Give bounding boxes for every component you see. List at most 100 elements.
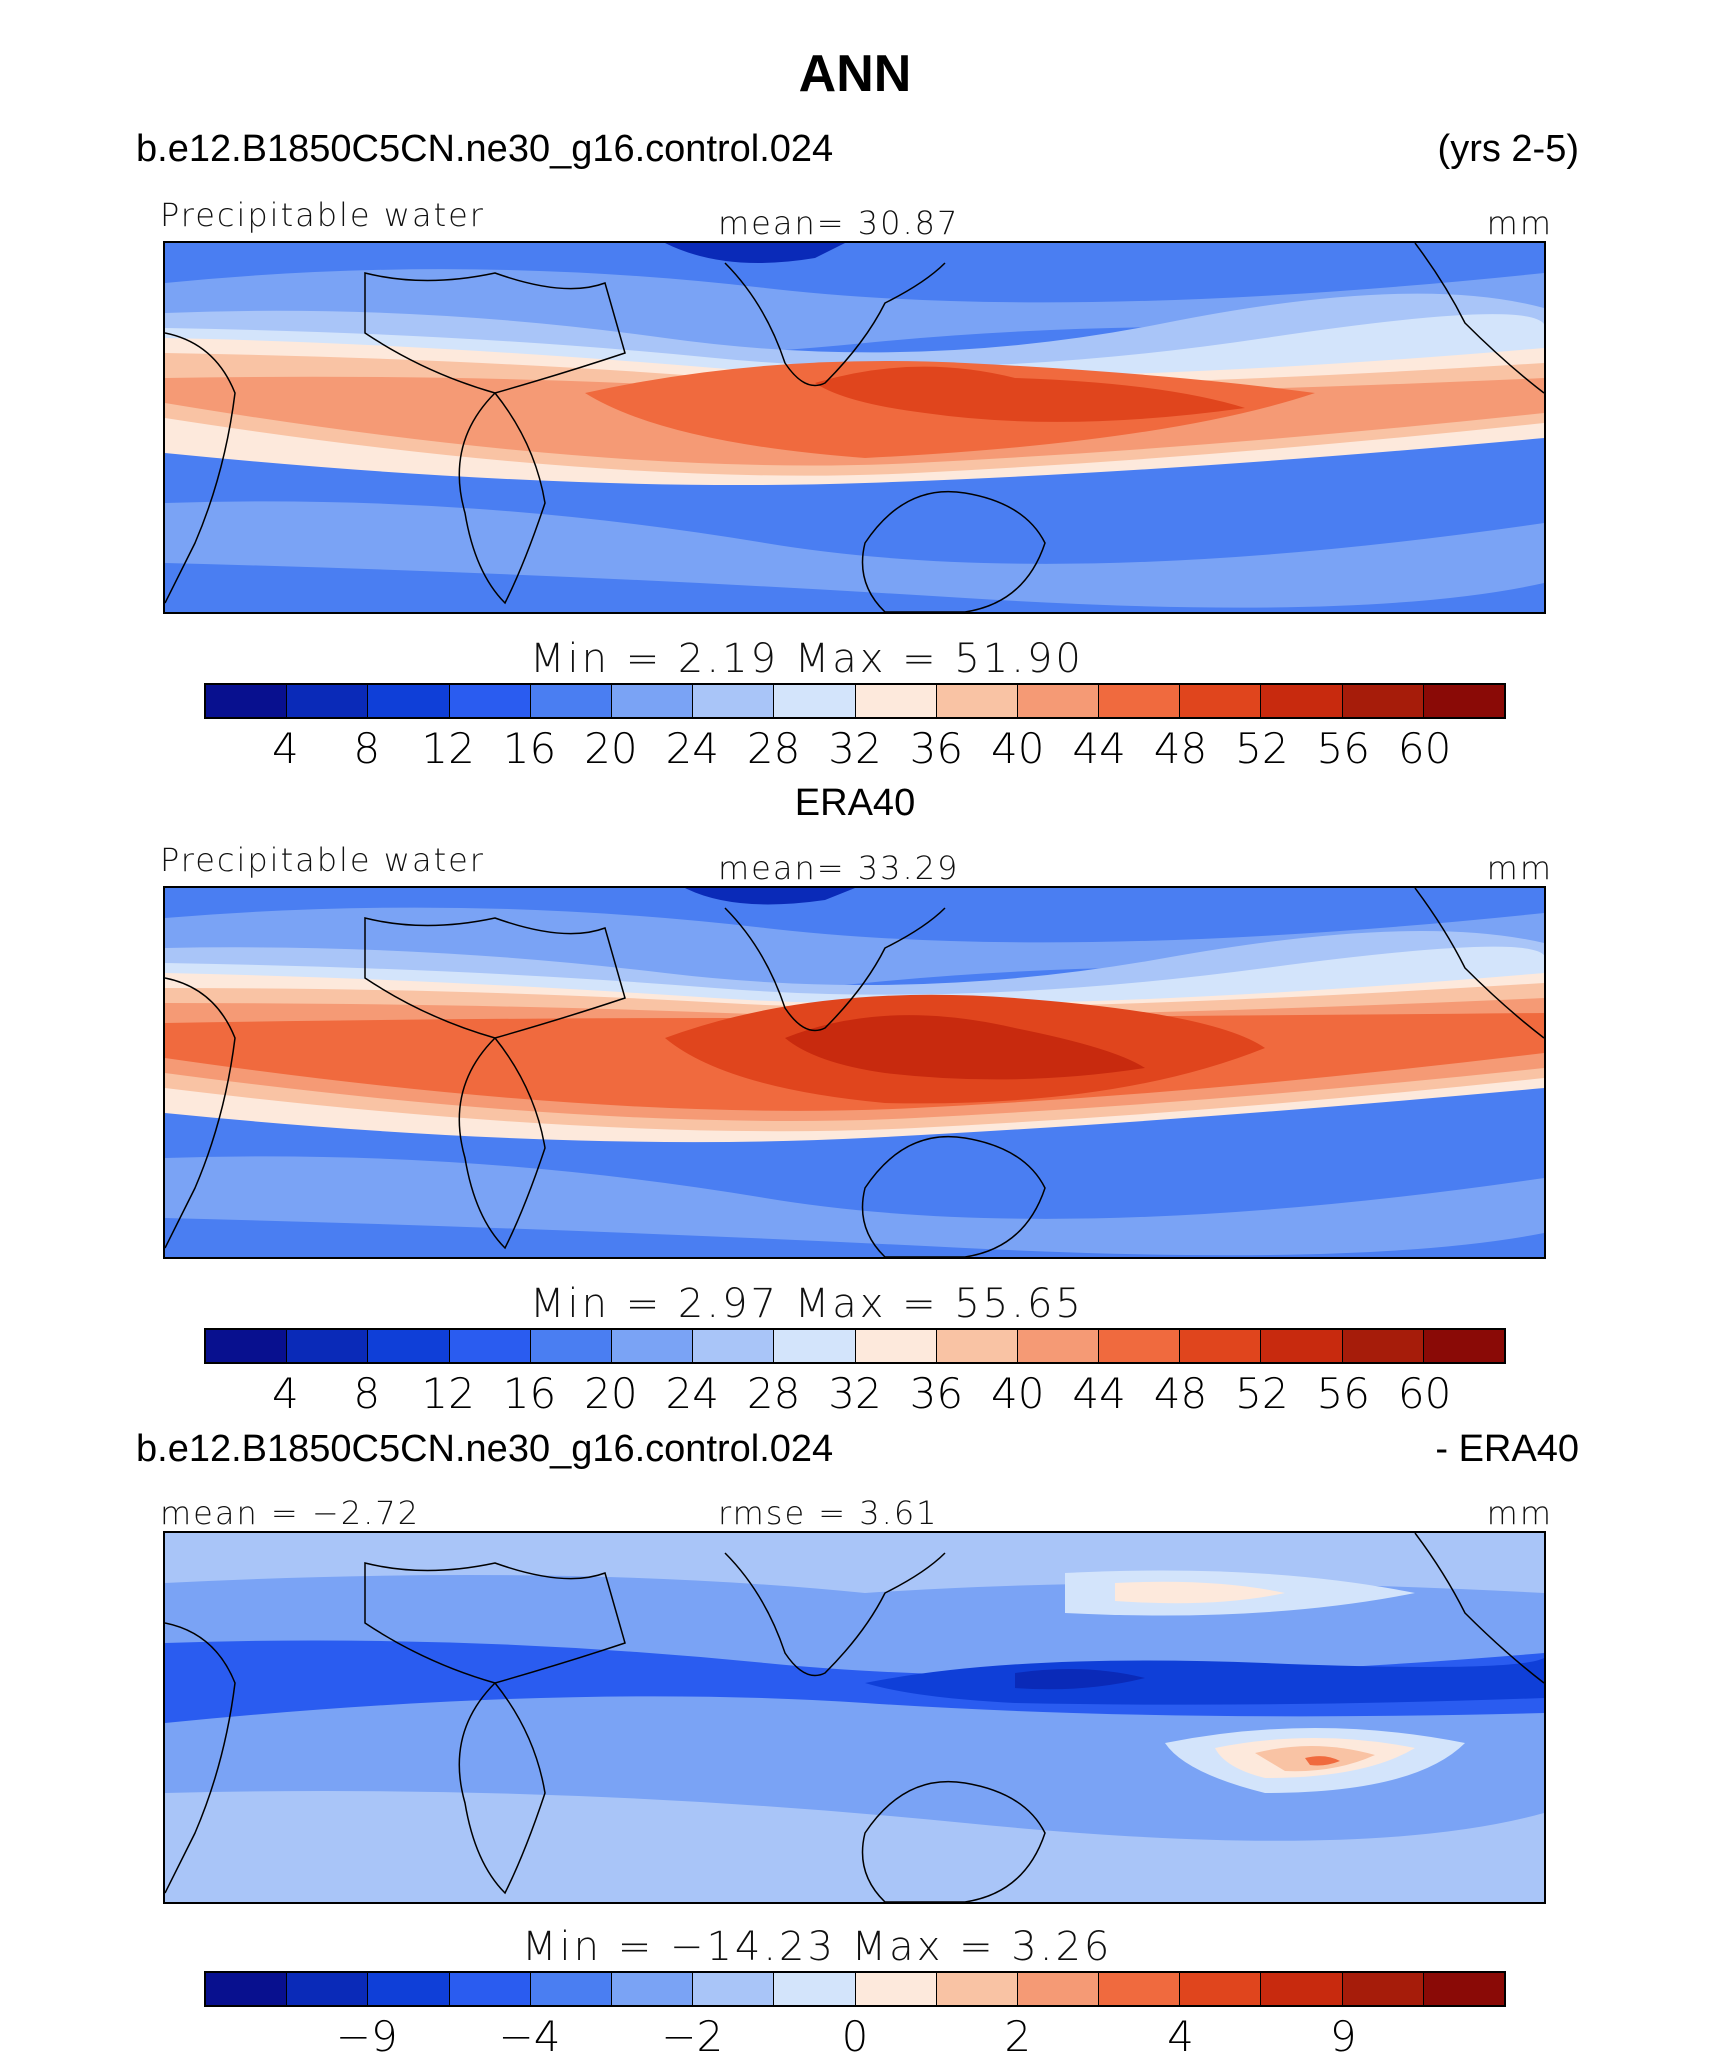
coastline-south-america (165, 1622, 236, 1894)
coastline-asia (724, 907, 946, 1032)
colorbar-tick-label: 4 (272, 1369, 299, 1418)
coastline-asia (724, 1552, 946, 1677)
colorbar-tick-label: 8 (353, 1369, 381, 1418)
colorbar-swatch (1342, 685, 1424, 717)
panel3-colorbar (204, 1971, 1506, 2007)
colorbar-tick-label: 8 (353, 724, 381, 773)
coastline-americas (1414, 888, 1544, 1039)
colorbar-swatch (1180, 1330, 1262, 1362)
colorbar-swatch (611, 1973, 694, 2005)
panel1-colorbar (204, 683, 1506, 719)
panel2-variable-label: Precipitable water (160, 841, 485, 879)
colorbar-swatch (1342, 1973, 1424, 2005)
panel1-variable-label: Precipitable water (160, 196, 485, 234)
panel2-units-label: mm (1486, 849, 1553, 887)
colorbar-tick-label: 28 (746, 1369, 801, 1418)
panel1-map (163, 241, 1546, 614)
colorbar-tick-label: 20 (584, 724, 638, 773)
panel2-colorbar-ticks: 4 8 12 16 20 24 28 32 36 40 44 48 52 56 60 (0, 1369, 1710, 1419)
fill-band (1115, 1581, 1285, 1604)
panel3-rmse-label: rmse = 3.61 (718, 1494, 939, 1532)
panel2-map (163, 886, 1546, 1259)
colorbar-tick-label: 0 (841, 2012, 869, 2061)
colorbar-swatch (774, 685, 856, 717)
fill-band (165, 1218, 1544, 1257)
colorbar-swatch (1180, 685, 1262, 717)
colorbar-tick-label: 52 (1235, 1369, 1289, 1418)
colorbar-tick-label: 20 (584, 1369, 638, 1418)
colorbar-tick-label: −4 (498, 2012, 561, 2061)
colorbar-tick-label: 32 (828, 1369, 882, 1418)
fill-band (665, 243, 845, 263)
colorbar-tick-label: 60 (1397, 724, 1452, 773)
panel2-minmax-label: Min = 2.97 Max = 55.65 (530, 1281, 1084, 1327)
colorbar-swatch (368, 685, 450, 717)
colorbar-swatch (1099, 1330, 1181, 1362)
colorbar-tick-label: 24 (665, 1369, 719, 1418)
colorbar-tick-label: 36 (909, 1369, 964, 1418)
coastline-australia (861, 490, 1046, 612)
colorbar-swatch (1099, 1973, 1181, 2005)
colorbar-tick-label: 32 (828, 724, 882, 773)
colorbar-swatch (1423, 1330, 1504, 1362)
colorbar-swatch (774, 1330, 856, 1362)
panel3-colorbar-ticks: −9 −4 −2 0 2 4 9 (0, 2012, 1710, 2062)
coastline-south-america (165, 332, 236, 604)
colorbar-swatch (855, 1973, 937, 2005)
colorbar-swatch (1261, 685, 1343, 717)
colorbar-swatch (855, 685, 937, 717)
panel1-map-svg (165, 243, 1544, 612)
colorbar-swatch (449, 1973, 531, 2005)
colorbar-tick-label: 52 (1235, 724, 1289, 773)
colorbar-tick-label: 16 (502, 724, 557, 773)
colorbar-swatch (1017, 1973, 1100, 2005)
colorbar-swatch (449, 685, 531, 717)
colorbar-swatch (530, 1973, 612, 2005)
years-label: (yrs 2-5) (1437, 128, 1579, 170)
colorbar-swatch (1017, 1330, 1100, 1362)
colorbar-swatch (1261, 1973, 1343, 2005)
colorbar-tick-label: 48 (1153, 724, 1208, 773)
coastline-africa-south (458, 1037, 546, 1250)
colorbar-swatch (611, 1330, 694, 1362)
colorbar-swatch (530, 685, 612, 717)
panel1-minmax-label: Min = 2.19 Max = 51.90 (530, 636, 1084, 682)
fill-band (785, 1015, 1145, 1080)
colorbar-swatch (693, 685, 775, 717)
fill-band (685, 888, 855, 905)
fill-band (165, 563, 1544, 612)
colorbar-tick-label: 12 (421, 724, 475, 773)
panel3-units-label: mm (1486, 1494, 1553, 1532)
colorbar-swatch (1017, 685, 1100, 717)
fill-band (165, 1791, 1544, 1902)
fill-band (815, 366, 1245, 422)
colorbar-tick-label: 56 (1316, 724, 1370, 773)
panel3-mean-label: mean = −2.72 (160, 1494, 420, 1532)
colorbar-swatch (855, 1330, 937, 1362)
coastline-africa-south (458, 392, 546, 605)
colorbar-tick-label: 4 (272, 724, 299, 773)
fill-band (1015, 1669, 1145, 1690)
colorbar-swatch (206, 1973, 288, 2005)
colorbar-tick-label: 4 (1167, 2012, 1194, 2061)
colorbar-tick-label: 44 (1072, 724, 1126, 773)
panel2-colorbar (204, 1328, 1506, 1364)
coastline-americas (1414, 243, 1544, 394)
panel2-mean-label: mean= 33.29 (718, 849, 960, 887)
colorbar-tick-label: 40 (991, 1369, 1045, 1418)
colorbar-swatch (368, 1330, 450, 1362)
colorbar-swatch (530, 1330, 612, 1362)
colorbar-swatch (611, 685, 694, 717)
coastline-africa (364, 917, 626, 1039)
colorbar-swatch (1423, 1973, 1504, 2005)
colorbar-tick-label: 9 (1329, 2012, 1357, 2061)
figure-title: ANN (798, 45, 912, 103)
colorbar-swatch (1261, 1330, 1343, 1362)
colorbar-swatch (206, 1330, 288, 1362)
fill-band (1305, 1756, 1340, 1766)
colorbar-swatch (774, 1973, 856, 2005)
panel1-mean-label: mean= 30.87 (718, 204, 960, 242)
colorbar-swatch (1180, 1973, 1262, 2005)
colorbar-tick-label: 40 (991, 724, 1045, 773)
colorbar-swatch (287, 1330, 369, 1362)
